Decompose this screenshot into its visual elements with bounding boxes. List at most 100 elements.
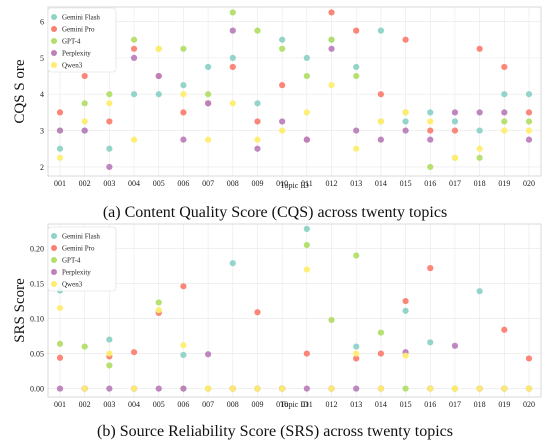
x-tick-label: 012 <box>326 179 338 188</box>
y-axis-title: SRS Score <box>12 278 28 343</box>
x-tick-label: 011 <box>301 179 313 188</box>
data-point <box>130 45 138 52</box>
data-point <box>130 349 138 356</box>
x-tick-label: 019 <box>498 400 510 409</box>
data-point <box>155 91 162 98</box>
data-point <box>328 385 335 392</box>
data-point <box>501 326 508 333</box>
data-point <box>525 109 533 116</box>
x-tick-label: 018 <box>474 179 486 188</box>
data-point <box>525 355 533 362</box>
data-point <box>451 385 459 392</box>
data-point <box>328 45 335 52</box>
y-tick-label: 2 <box>40 163 44 172</box>
data-point <box>205 63 212 71</box>
data-point <box>229 9 236 16</box>
data-point <box>106 336 113 343</box>
x-tick-label: 014 <box>375 400 387 409</box>
legend-marker <box>51 233 57 239</box>
x-tick-label: 017 <box>449 400 461 409</box>
data-point <box>81 385 88 392</box>
data-point <box>205 385 212 392</box>
data-point <box>402 297 409 305</box>
data-point <box>106 145 113 152</box>
data-point <box>81 343 88 350</box>
x-tick-label: 010 <box>276 179 288 188</box>
x-tick-label: 011 <box>301 400 313 409</box>
data-point <box>427 118 434 125</box>
legend: Gemini Flash Gemini Pro GPT-4 Perplexity Qwe… <box>47 7 117 73</box>
data-point <box>254 27 261 34</box>
data-point <box>229 100 236 107</box>
data-point <box>229 260 236 267</box>
data-point <box>254 309 261 316</box>
grid <box>48 7 541 176</box>
data-point <box>106 362 113 369</box>
data-point <box>402 118 409 125</box>
data-point <box>229 27 236 34</box>
data-point <box>254 385 261 392</box>
x-tick-label: 008 <box>227 179 239 188</box>
panel-srs: 0.00 0.05 0.10 0.15 0.20 001 002 003 004 005 006 00… <box>12 223 542 440</box>
x-tick-label: 003 <box>103 400 115 409</box>
data-point <box>130 91 138 98</box>
legend-label: Perplexity <box>62 269 91 277</box>
data-point <box>56 385 64 392</box>
data-point <box>427 265 434 272</box>
data-point <box>279 82 286 89</box>
x-tick-label: 003 <box>103 179 115 188</box>
data-point <box>353 252 360 259</box>
data-point <box>155 385 162 392</box>
figure-caption: (b) Source Reliability Score (SRS) acros… <box>97 423 453 440</box>
data-point <box>180 45 187 52</box>
data-point <box>501 109 508 116</box>
data-point <box>402 352 409 359</box>
x-tick-label: 009 <box>251 400 263 409</box>
data-point <box>525 118 533 125</box>
data-point <box>353 63 360 71</box>
data-point <box>130 36 138 43</box>
data-point <box>476 288 483 295</box>
data-point <box>205 136 212 143</box>
data-point <box>130 385 138 392</box>
data-point <box>402 385 409 392</box>
x-tick-label: 007 <box>202 400 214 409</box>
y-tick-label: 4 <box>40 90 44 99</box>
legend-label: Gemini Flash <box>62 14 100 22</box>
data-point <box>427 136 434 143</box>
data-point <box>525 136 533 143</box>
x-tick-label: 018 <box>474 400 486 409</box>
data-point <box>303 54 310 61</box>
data-point <box>451 118 459 125</box>
data-point <box>427 127 434 134</box>
y-axis-title: CQS S ore <box>12 59 28 124</box>
data-point <box>56 145 64 152</box>
data-point <box>279 385 286 392</box>
x-tick-label: 020 <box>523 179 535 188</box>
data-point <box>254 118 261 125</box>
x-tick-label: 015 <box>400 400 412 409</box>
data-point <box>328 82 335 89</box>
data-point <box>81 72 88 80</box>
data-point <box>205 351 212 358</box>
data-point <box>303 136 310 143</box>
data-point <box>353 72 360 80</box>
data-point <box>205 91 212 98</box>
x-tick-label: 002 <box>79 400 91 409</box>
data-point <box>476 45 483 52</box>
data-point <box>180 385 187 392</box>
data-point <box>155 45 162 52</box>
data-point <box>106 385 113 392</box>
data-point <box>180 109 187 116</box>
x-tick-label: 004 <box>128 179 140 188</box>
data-point <box>501 127 508 134</box>
plot-frame <box>47 223 542 398</box>
data-point <box>180 351 187 359</box>
legend-marker <box>51 245 57 251</box>
legend-marker <box>51 62 57 68</box>
data-point <box>377 350 384 357</box>
data-point <box>427 385 434 392</box>
x-tick-label: 001 <box>54 400 66 409</box>
data-point <box>353 27 360 34</box>
